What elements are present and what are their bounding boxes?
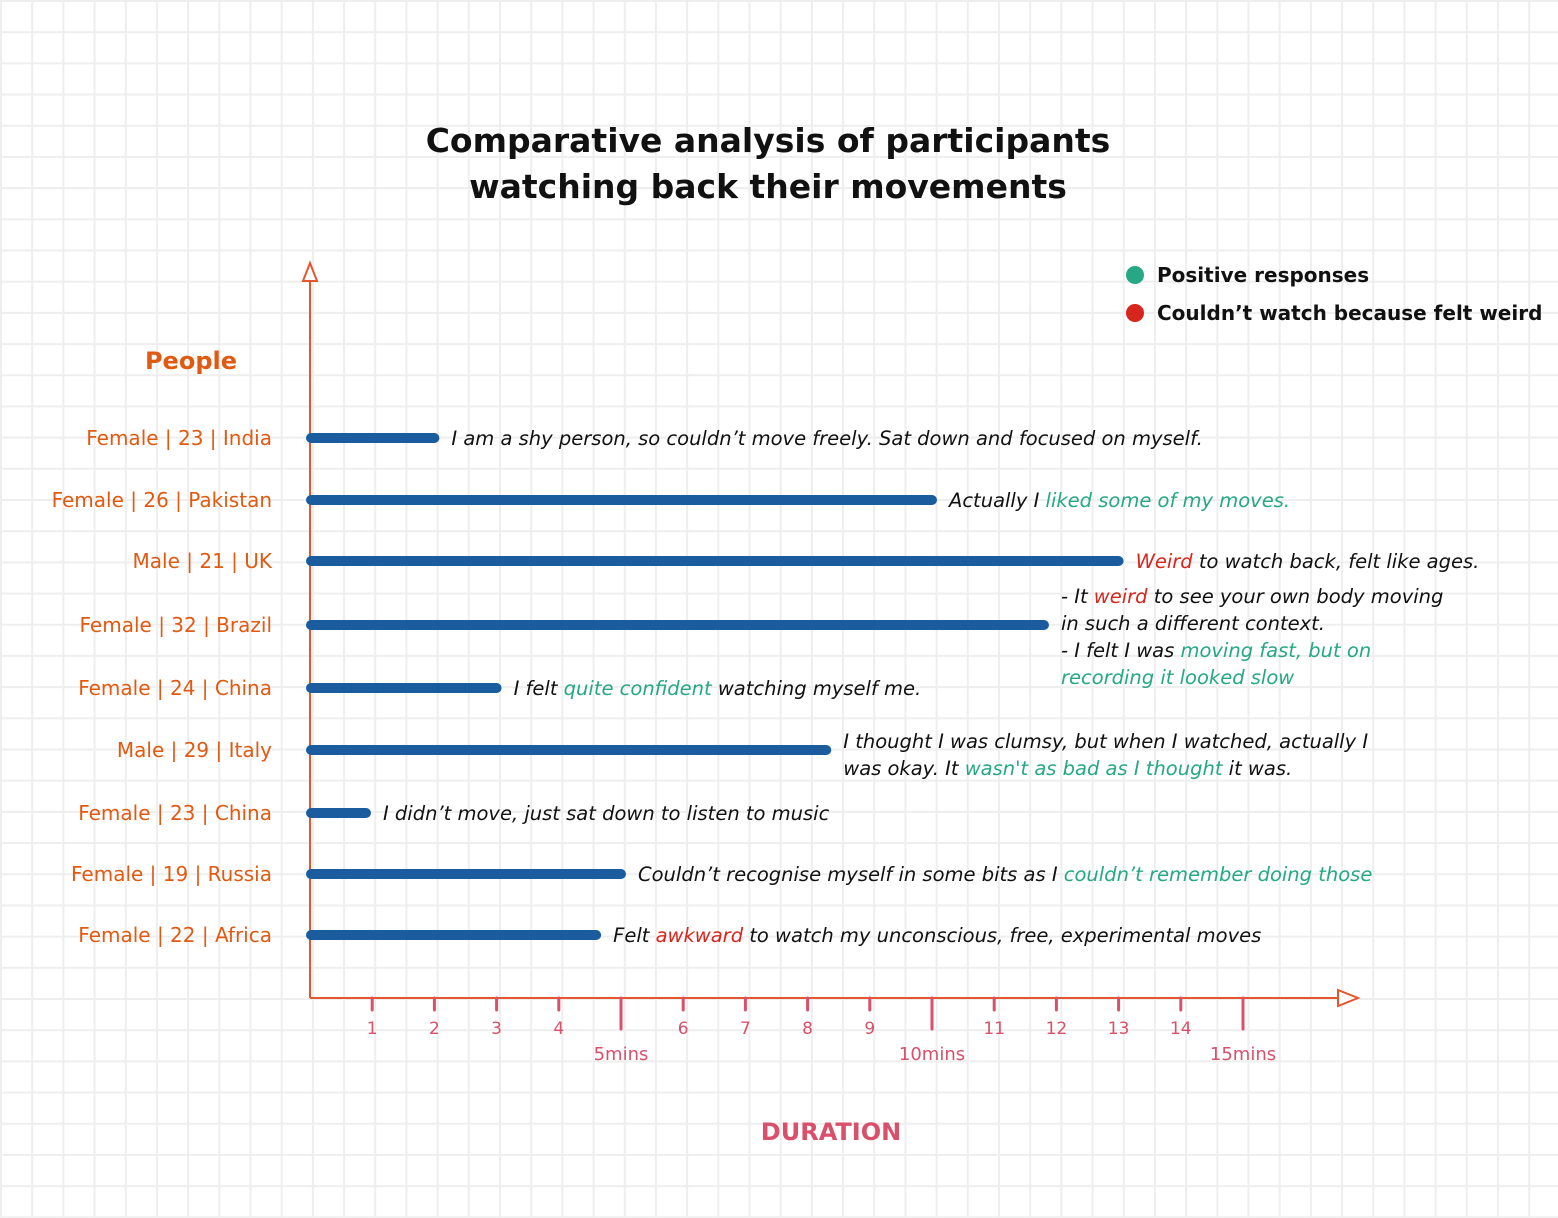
x-tick-label-1: 1 <box>367 1019 378 1039</box>
person-label-6: Female | 23 | China <box>78 801 272 825</box>
person-label-4: Female | 24 | China <box>78 676 272 700</box>
annotation-5-line-1: was okay. It wasn't as bad as I thought … <box>843 757 1292 780</box>
x-tick-label-2: 2 <box>429 1019 440 1039</box>
annotation-4-seg-0-2: watching myself me. <box>712 677 922 700</box>
annotation-2: Weird to watch back, felt like ages. <box>1136 550 1480 573</box>
annotation-7-seg-0-1: couldn’t remember doing those <box>1064 863 1373 886</box>
person-label-5: Male | 29 | Italy <box>117 738 272 762</box>
annotations: I am a shy person, so couldn’t move free… <box>383 427 1479 947</box>
annotation-3-line-2: - I felt I was moving fast, but on <box>1061 639 1371 662</box>
x-major-tick-label-10: 10mins <box>899 1044 965 1065</box>
annotation-0: I am a shy person, so couldn’t move free… <box>451 427 1202 450</box>
annotation-1: Actually I liked some of my moves. <box>947 489 1290 512</box>
annotation-8-seg-0-2: to watch my unconscious, free, experimen… <box>743 924 1261 947</box>
x-tick-label-8: 8 <box>802 1019 813 1039</box>
annotation-1-seg-0-1: liked some of my moves. <box>1046 489 1291 512</box>
chart-title-line-1: Comparative analysis of participants <box>426 121 1111 160</box>
annotation-6-seg-0-0: I didn’t move, just sat down to listen t… <box>383 802 830 825</box>
legend-weird-swatch <box>1126 304 1144 322</box>
annotation-0-seg-0-0: I am a shy person, so couldn’t move free… <box>451 427 1202 450</box>
x-tick-label-12: 12 <box>1046 1019 1068 1039</box>
annotation-8-seg-0-1: awkward <box>656 924 744 947</box>
x-tick-label-4: 4 <box>553 1019 564 1039</box>
annotation-3-line-1: in such a different context. <box>1061 612 1325 635</box>
x-tick-label-11: 11 <box>983 1019 1005 1039</box>
annotation-6-line-0: I didn’t move, just sat down to listen t… <box>383 802 830 825</box>
legend-positive-swatch <box>1126 266 1144 284</box>
x-axis-arrow <box>1337 988 1361 1008</box>
annotation-5-seg-0-0: I thought I was clumsy, but when I watch… <box>843 730 1368 753</box>
annotation-4-seg-0-1: quite confident <box>564 677 713 700</box>
annotation-5-line-0: I thought I was clumsy, but when I watch… <box>843 730 1368 753</box>
person-label-7: Female | 19 | Russia <box>71 862 272 886</box>
annotation-5-seg-1-0: was okay. It <box>843 757 964 780</box>
legend: Positive responses Couldn’t watch becaus… <box>1126 263 1542 325</box>
annotation-2-seg-0-1: to watch back, felt like ages. <box>1193 550 1480 573</box>
annotation-1-line-0: Actually I liked some of my moves. <box>947 489 1290 512</box>
person-label-3: Female | 32 | Brazil <box>80 613 272 637</box>
x-tick-label-6: 6 <box>678 1019 689 1039</box>
annotation-3-seg-0-2: to see your own body moving <box>1148 585 1444 608</box>
annotation-3-seg-0-1: weird <box>1094 585 1148 608</box>
annotation-4-seg-0-0: I felt <box>514 677 564 700</box>
x-tick-label-13: 13 <box>1108 1019 1130 1039</box>
annotation-3-seg-3-0: recording it looked slow <box>1061 666 1294 689</box>
annotation-5: I thought I was clumsy, but when I watch… <box>843 730 1368 780</box>
annotation-8: Felt awkward to watch my unconscious, fr… <box>613 924 1261 947</box>
y-axis-arrow <box>301 260 319 282</box>
x-tick-label-7: 7 <box>740 1019 751 1039</box>
annotation-2-line-0: Weird to watch back, felt like ages. <box>1136 550 1480 573</box>
annotation-5-seg-1-1: wasn't as bad as I thought <box>965 757 1224 780</box>
x-major-tick-label-15: 15mins <box>1210 1044 1276 1065</box>
annotation-3-seg-1-0: in such a different context. <box>1061 612 1325 635</box>
annotation-3-seg-2-0: - I felt I was <box>1061 639 1181 662</box>
x-major-tick-label-5: 5mins <box>594 1044 649 1065</box>
annotation-3-line-3: recording it looked slow <box>1061 666 1294 689</box>
annotation-3-seg-0-0: - It <box>1061 585 1094 608</box>
annotation-8-line-0: Felt awkward to watch my unconscious, fr… <box>613 924 1261 947</box>
x-axis-label: DURATION <box>761 1118 901 1146</box>
x-tick-label-9: 9 <box>864 1019 875 1039</box>
chart-title-line-2: watching back their movements <box>469 167 1067 206</box>
annotation-0-line-0: I am a shy person, so couldn’t move free… <box>451 427 1202 450</box>
annotation-6: I didn’t move, just sat down to listen t… <box>383 802 830 825</box>
annotation-3-line-0: - It weird to see your own body moving <box>1061 585 1443 608</box>
person-label-2: Male | 21 | UK <box>133 549 273 573</box>
annotation-3-seg-2-1: moving fast, but on <box>1180 639 1371 662</box>
people-labels: Female | 23 | India Female | 26 | Pakista… <box>52 426 273 947</box>
annotation-4-line-0: I felt quite confident watching myself m… <box>514 677 922 700</box>
person-label-0: Female | 23 | India <box>86 426 272 450</box>
x-tick-label-14: 14 <box>1170 1019 1192 1039</box>
annotation-5-seg-1-2: it was. <box>1222 757 1292 780</box>
person-label-8: Female | 22 | Africa <box>78 923 272 947</box>
annotation-4: I felt quite confident watching myself m… <box>514 677 922 700</box>
chart-title: Comparative analysis of participants wat… <box>426 121 1111 206</box>
y-axis-label: People <box>145 347 237 375</box>
annotation-7-line-0: Couldn’t recognise myself in some bits a… <box>638 863 1372 886</box>
annotation-2-seg-0-0: Weird <box>1136 550 1194 573</box>
legend-positive-label: Positive responses <box>1157 263 1369 287</box>
annotation-7: Couldn’t recognise myself in some bits a… <box>638 863 1372 886</box>
annotation-7-seg-0-0: Couldn’t recognise myself in some bits a… <box>638 863 1064 886</box>
x-tick-label-3: 3 <box>491 1019 502 1039</box>
person-label-1: Female | 26 | Pakistan <box>52 488 272 512</box>
annotation-8-seg-0-0: Felt <box>613 924 655 947</box>
annotation-1-seg-0-0: Actually I <box>947 489 1046 512</box>
legend-weird-label: Couldn’t watch because felt weird <box>1157 301 1542 325</box>
annotation-3: - It weird to see your own body moving in… <box>1061 585 1443 689</box>
bars <box>306 433 1124 940</box>
